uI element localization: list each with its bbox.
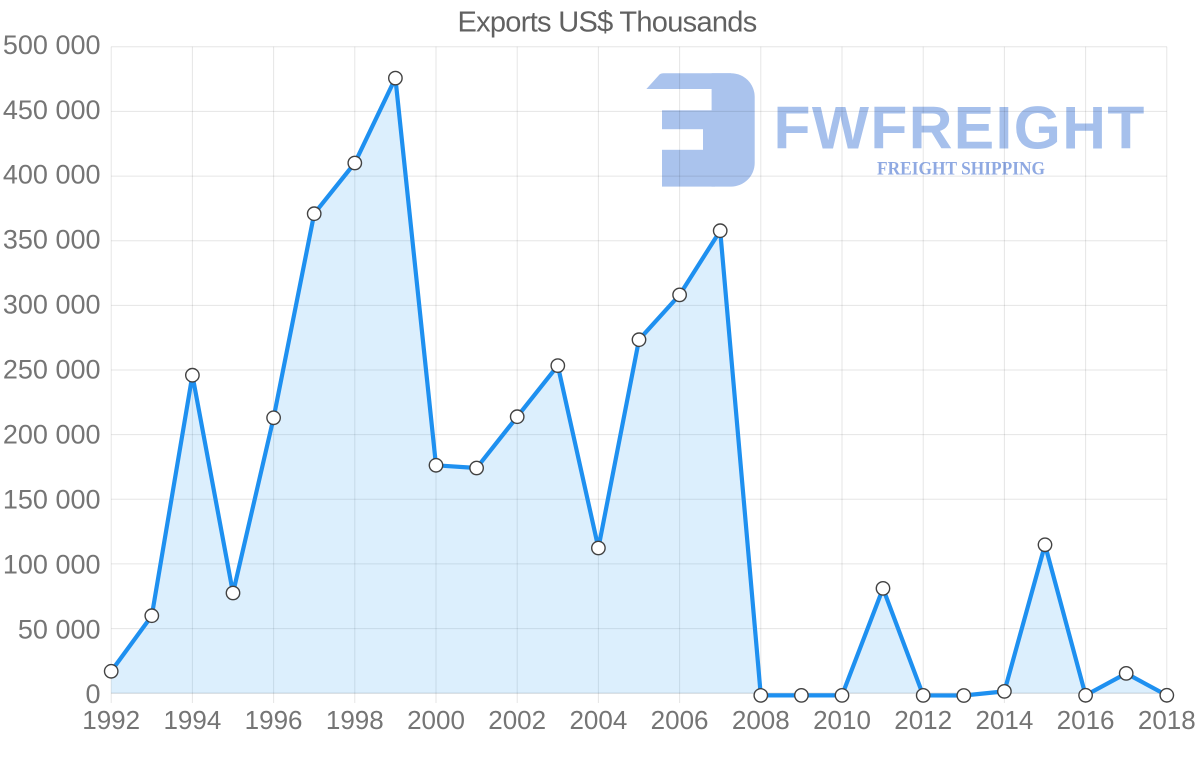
svg-text:1998: 1998 [326, 705, 384, 735]
svg-text:250 000: 250 000 [3, 355, 101, 385]
svg-text:2018: 2018 [1138, 705, 1196, 735]
svg-text:1992: 1992 [82, 705, 140, 735]
svg-text:500 000: 500 000 [3, 30, 101, 60]
svg-text:100 000: 100 000 [3, 549, 101, 579]
svg-text:1996: 1996 [245, 705, 303, 735]
svg-text:150 000: 150 000 [3, 484, 101, 514]
svg-text:FREIGHT SHIPPING: FREIGHT SHIPPING [877, 160, 1045, 180]
svg-text:450 000: 450 000 [3, 95, 101, 125]
svg-text:0: 0 [85, 679, 100, 709]
svg-text:FWFREIGHT: FWFREIGHT [774, 94, 1146, 162]
svg-text:50 000: 50 000 [18, 614, 101, 644]
svg-text:350 000: 350 000 [3, 225, 101, 255]
svg-text:2010: 2010 [813, 705, 871, 735]
svg-text:2002: 2002 [488, 705, 546, 735]
svg-text:2000: 2000 [407, 705, 465, 735]
svg-text:2012: 2012 [894, 705, 952, 735]
svg-text:1994: 1994 [163, 705, 221, 735]
svg-text:2008: 2008 [732, 705, 790, 735]
svg-text:2014: 2014 [975, 705, 1033, 735]
svg-text:2004: 2004 [569, 705, 627, 735]
svg-text:Exports US$ Thousands: Exports US$ Thousands [457, 7, 756, 39]
svg-text:200 000: 200 000 [3, 420, 101, 450]
svg-text:300 000: 300 000 [3, 290, 101, 320]
svg-text:2006: 2006 [651, 705, 709, 735]
svg-text:2016: 2016 [1057, 705, 1115, 735]
svg-text:400 000: 400 000 [3, 160, 101, 190]
